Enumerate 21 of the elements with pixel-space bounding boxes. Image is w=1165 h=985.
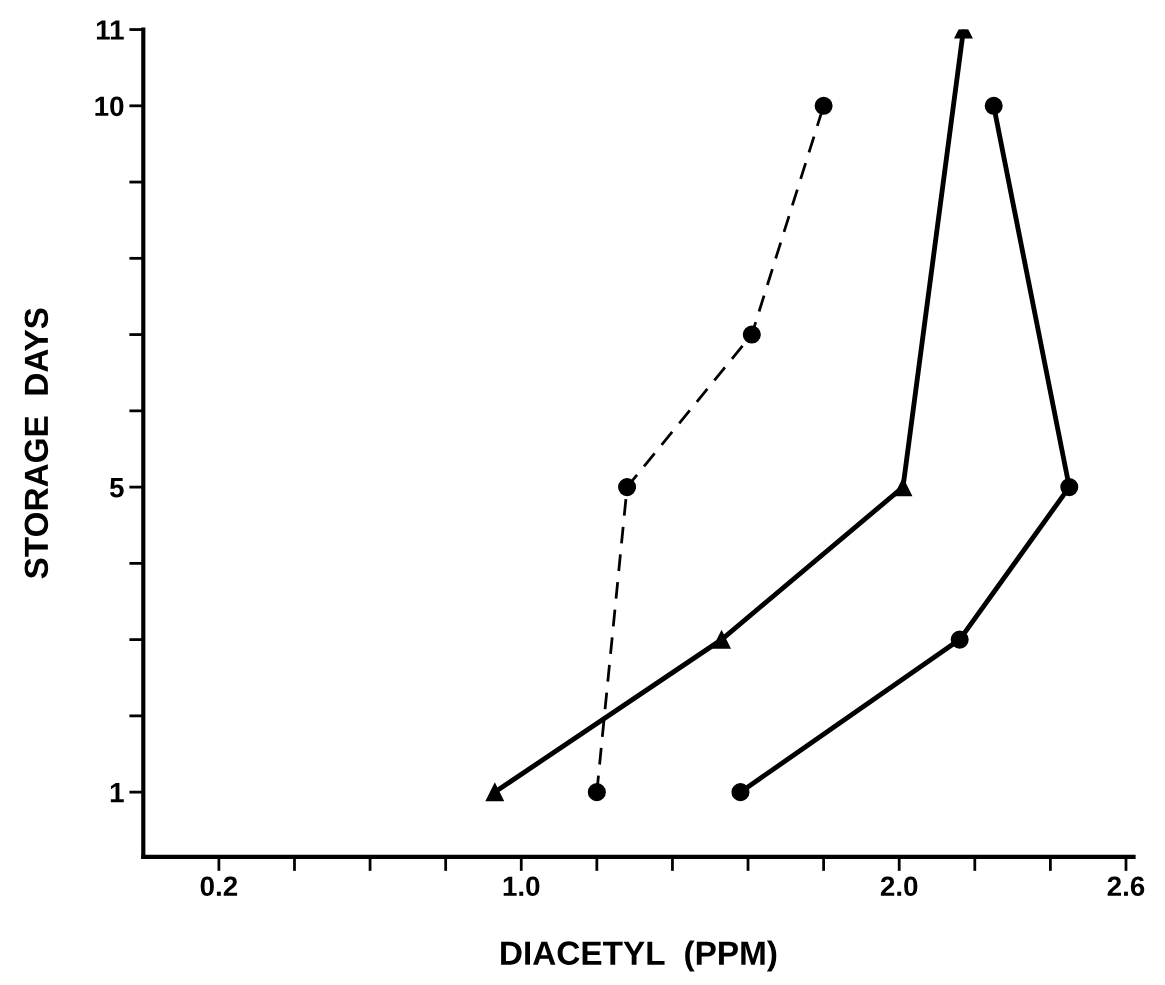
point (731, 783, 750, 802)
point (950, 630, 969, 649)
point (485, 783, 504, 802)
y-axis-title: STORAGE DAYS (24, 308, 49, 579)
x-tick-label: 2.0 (880, 876, 918, 897)
point (618, 478, 637, 497)
x-tick-label: 1.0 (503, 876, 540, 897)
y-tick-label: 5 (109, 478, 124, 498)
x-tick-label: 2.6 (1107, 876, 1145, 897)
point (984, 96, 1003, 115)
point (893, 478, 913, 497)
y-tick-label: 10 (95, 96, 124, 117)
x-tick-label: 0.2 (200, 876, 238, 897)
point (742, 325, 761, 344)
y-tick-label: 11 (96, 20, 124, 40)
point (587, 783, 606, 802)
point (814, 96, 833, 115)
x-axis-title: DIACETYL (PPM) (501, 940, 777, 972)
point (712, 630, 731, 649)
point (1060, 478, 1079, 497)
y-tick-label: 1 (110, 783, 124, 803)
